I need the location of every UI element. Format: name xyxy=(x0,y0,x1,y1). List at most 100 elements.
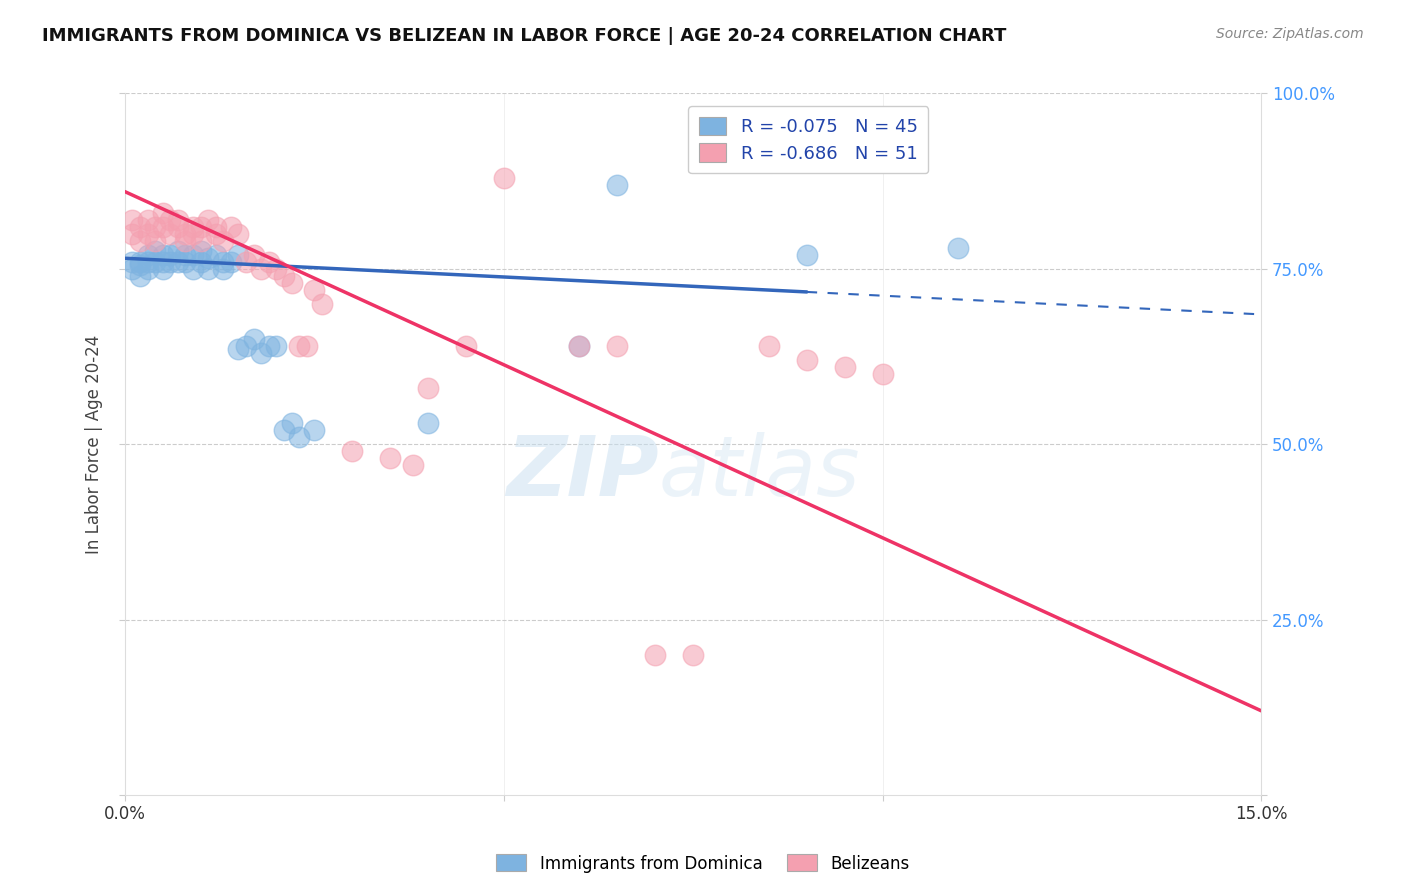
Point xyxy=(219,219,242,234)
Point xyxy=(129,234,152,248)
Point xyxy=(159,227,181,241)
Point xyxy=(872,367,894,381)
Point xyxy=(250,346,273,360)
Point xyxy=(136,254,159,268)
Point xyxy=(304,283,326,297)
Point xyxy=(197,261,219,276)
Point xyxy=(288,339,311,353)
Point xyxy=(159,248,181,262)
Point xyxy=(378,451,401,466)
Point xyxy=(129,219,152,234)
Point xyxy=(181,261,204,276)
Point xyxy=(796,353,818,368)
Point xyxy=(181,248,204,262)
Point xyxy=(266,339,288,353)
Point xyxy=(190,244,212,259)
Point xyxy=(197,252,219,266)
Point xyxy=(174,234,197,248)
Point xyxy=(143,219,166,234)
Text: IMMIGRANTS FROM DOMINICA VS BELIZEAN IN LABOR FORCE | AGE 20-24 CORRELATION CHAR: IMMIGRANTS FROM DOMINICA VS BELIZEAN IN … xyxy=(42,27,1007,45)
Point xyxy=(174,227,197,241)
Y-axis label: In Labor Force | Age 20-24: In Labor Force | Age 20-24 xyxy=(86,334,103,554)
Point xyxy=(159,254,181,268)
Point xyxy=(796,248,818,262)
Point xyxy=(190,254,212,268)
Point xyxy=(266,261,288,276)
Point xyxy=(682,648,704,662)
Point xyxy=(190,234,212,248)
Point xyxy=(295,339,318,353)
Point xyxy=(606,339,628,353)
Point xyxy=(152,248,174,262)
Point xyxy=(167,244,190,259)
Point xyxy=(492,170,515,185)
Point xyxy=(190,219,212,234)
Point xyxy=(280,276,302,290)
Point xyxy=(136,227,159,241)
Point xyxy=(212,254,235,268)
Point xyxy=(273,268,295,283)
Point xyxy=(121,261,143,276)
Point xyxy=(758,339,780,353)
Text: atlas: atlas xyxy=(659,432,860,513)
Point xyxy=(204,227,226,241)
Text: Source: ZipAtlas.com: Source: ZipAtlas.com xyxy=(1216,27,1364,41)
Point xyxy=(181,219,204,234)
Text: ZIP: ZIP xyxy=(506,432,659,513)
Legend: Immigrants from Dominica, Belizeans: Immigrants from Dominica, Belizeans xyxy=(489,847,917,880)
Point xyxy=(568,339,591,353)
Point xyxy=(235,339,257,353)
Point xyxy=(280,416,302,430)
Point xyxy=(121,254,143,268)
Point xyxy=(136,212,159,227)
Point xyxy=(159,212,181,227)
Point xyxy=(288,430,311,444)
Point xyxy=(257,339,280,353)
Point xyxy=(143,244,166,259)
Point xyxy=(204,219,226,234)
Point xyxy=(167,254,190,268)
Point xyxy=(212,261,235,276)
Point xyxy=(250,261,273,276)
Point xyxy=(228,248,250,262)
Point xyxy=(152,261,174,276)
Point xyxy=(181,227,204,241)
Point xyxy=(242,332,264,346)
Point xyxy=(212,234,235,248)
Point xyxy=(242,248,264,262)
Point xyxy=(273,423,295,437)
Point xyxy=(136,248,159,262)
Point xyxy=(228,227,250,241)
Point xyxy=(143,254,166,268)
Point xyxy=(219,254,242,268)
Point xyxy=(204,248,226,262)
Point xyxy=(152,205,174,219)
Point xyxy=(416,381,439,395)
Point xyxy=(340,444,363,458)
Legend: R = -0.075   N = 45, R = -0.686   N = 51: R = -0.075 N = 45, R = -0.686 N = 51 xyxy=(688,106,928,173)
Point xyxy=(644,648,666,662)
Point xyxy=(304,423,326,437)
Point xyxy=(143,234,166,248)
Point xyxy=(235,254,257,268)
Point xyxy=(197,212,219,227)
Point xyxy=(948,241,970,255)
Point xyxy=(416,416,439,430)
Point xyxy=(136,261,159,276)
Point xyxy=(121,227,143,241)
Point xyxy=(174,248,197,262)
Point xyxy=(311,297,333,311)
Point xyxy=(129,258,152,272)
Point xyxy=(834,359,856,374)
Point xyxy=(152,219,174,234)
Point xyxy=(167,212,190,227)
Point xyxy=(228,343,250,357)
Point xyxy=(257,254,280,268)
Point xyxy=(129,268,152,283)
Point xyxy=(129,254,152,268)
Point xyxy=(454,339,477,353)
Point xyxy=(121,212,143,227)
Point xyxy=(174,254,197,268)
Point xyxy=(152,254,174,268)
Point xyxy=(568,339,591,353)
